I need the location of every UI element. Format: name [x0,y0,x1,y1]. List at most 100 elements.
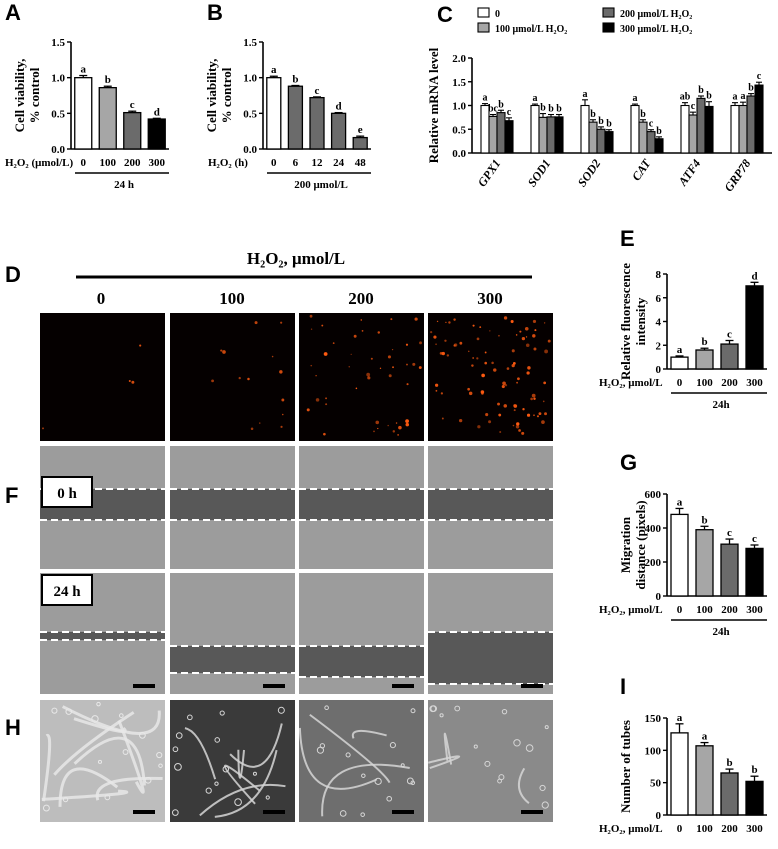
cell-cluster [324,705,329,711]
fluorescent-spot [512,361,516,365]
bar [695,529,714,597]
x-tick-label: 12 [312,157,324,169]
fluorescent-spot [238,376,241,380]
scale-bar [392,810,414,814]
fluorescent-spot [518,429,521,432]
column-header: 0 [97,289,106,308]
fluorescent-spot [441,351,445,356]
y-axis-title: intensity [633,297,648,345]
group-label: 24h [712,399,729,411]
fluorescent-spot [497,402,500,406]
significance-letter: b [726,757,732,769]
fluorescent-spot [527,366,531,370]
cell-cluster [104,794,111,801]
fluorescent-spot [524,326,529,331]
fluorescent-spot [525,336,528,338]
bar [638,121,648,154]
fluorescent-spot [506,367,510,370]
cell-cluster [389,742,396,749]
fluorescent-spot [332,342,335,345]
bar [123,111,142,150]
bar [630,104,640,154]
fluorescent-spot [543,381,547,385]
cell-cluster [51,707,58,714]
x-tick-label: ATF4 [675,157,703,189]
bar [670,356,689,370]
fluorescent-spot [259,422,261,424]
scratch-gap [299,489,424,520]
bar [74,77,93,150]
fluorescent-spot [350,353,352,355]
fluorescence-image [40,313,165,441]
fluorescent-spot [348,366,350,368]
scale-bar [263,684,285,688]
fluorescent-spot [511,363,515,368]
y-tick-label: 100 [645,745,662,757]
fluorescent-spot [446,354,450,357]
fluorescent-spot [418,366,422,370]
fluorescent-spot [280,321,283,324]
significance-letter: c [130,99,135,111]
bar [504,120,514,154]
chart-e-fluorescence: 0 2 4 6 8 Relative fluorescence intensity a 0 b 10… [599,263,767,411]
fluorescent-spot [517,377,520,381]
fluorescent-spot [477,425,481,429]
cell-cluster [96,701,101,707]
bar [554,116,564,154]
tube-network-segment [214,749,278,818]
bar [670,513,689,597]
legend-label: 200 μmol/L H₂O₂ [620,9,692,20]
fluorescent-spot [458,418,463,423]
bar [695,349,714,370]
fluorescent-spot [406,383,409,386]
bar [266,77,282,150]
fluorescent-spot [531,393,536,398]
x-tick-label: 300 [746,604,763,616]
condition-label: H₂O₂ (h) [208,157,248,169]
fluorescent-spot [448,321,451,324]
fluorescent-spot [533,397,536,400]
fluorescent-spot [512,424,515,427]
bar [309,96,325,150]
tube-network-segment [443,732,453,765]
y-tick-label: 6 [656,293,662,305]
legend-swatch [477,22,490,33]
tube-network-segment [117,719,145,794]
scratch-gap [428,489,553,520]
cell-cluster [234,798,242,806]
cell-cluster [361,773,366,778]
significance-letter: a [677,344,683,356]
fluorescent-spot [467,387,470,391]
significance-letter: b [590,109,596,120]
significance-letter: a [741,91,746,102]
panel-letter-e: E [620,226,635,251]
bar [754,84,764,154]
fluorescent-spot [476,337,480,341]
column-header: 300 [477,289,503,308]
fluorescent-spot [379,367,382,370]
time-24h-box [41,574,93,606]
y-tick-label: 600 [645,489,662,501]
fluorescent-spot [370,357,373,360]
scale-bar [521,684,543,688]
scratch-gap [40,632,165,640]
fluorescent-spot [250,427,254,431]
fluorescent-spot [532,319,537,324]
tube-formation-image [428,700,553,822]
legend-swatch [477,7,490,18]
y-tick-label: 1.0 [243,73,257,85]
fluorescent-spot [488,420,492,424]
significance-letter: b [598,116,604,127]
panel-letter-f: F [5,483,18,508]
cell-cluster [541,801,549,809]
significance-letter: a [702,731,708,743]
x-tick-label: 24 [333,157,345,169]
fluorescent-spot [436,320,439,323]
fluorescent-spot [254,321,258,325]
scratch-gap [170,489,295,520]
fluorescent-spot [526,413,531,417]
scale-bar [521,810,543,814]
cell-cluster [539,784,546,792]
fluorescent-spot [468,350,470,353]
fluorescent-spot [476,357,479,360]
